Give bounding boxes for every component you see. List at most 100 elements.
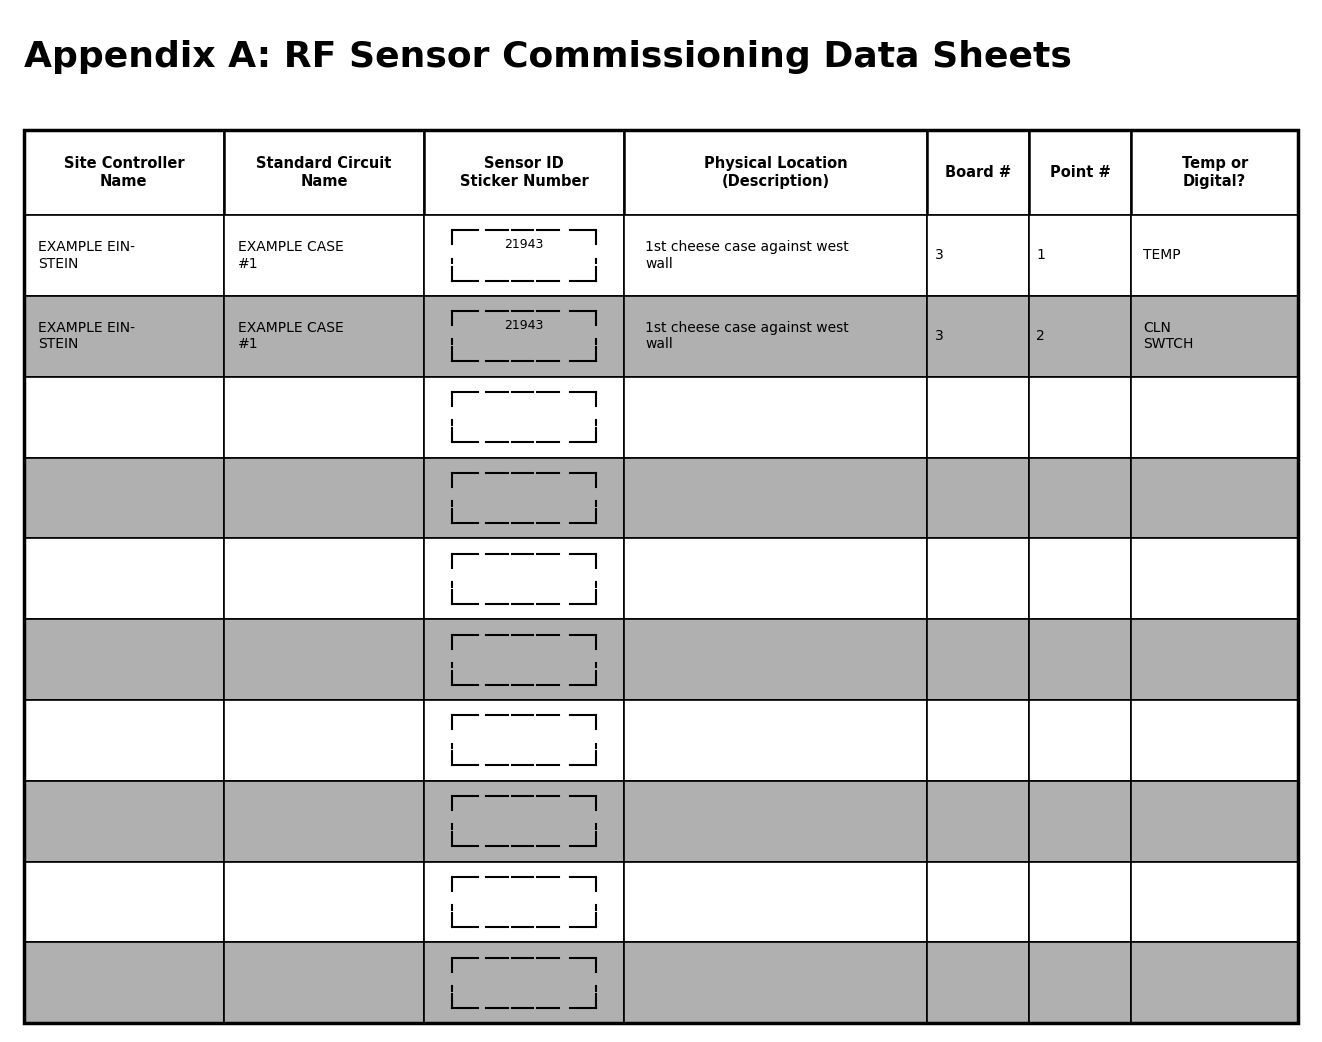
Bar bbox=[24, 377, 223, 457]
Bar bbox=[24, 539, 223, 619]
Bar bbox=[24, 780, 223, 862]
Bar bbox=[1030, 215, 1132, 296]
Text: Temp or
Digital?: Temp or Digital? bbox=[1182, 156, 1248, 189]
Text: Sensor ID
Sticker Number: Sensor ID Sticker Number bbox=[460, 156, 588, 189]
Bar bbox=[1030, 377, 1132, 457]
Bar bbox=[927, 619, 1030, 700]
Bar bbox=[1030, 619, 1132, 700]
Bar bbox=[223, 700, 424, 780]
Bar bbox=[424, 700, 624, 780]
Bar bbox=[223, 539, 424, 619]
Bar bbox=[624, 457, 927, 539]
Text: Appendix A: RF Sensor Commissioning Data Sheets: Appendix A: RF Sensor Commissioning Data… bbox=[24, 40, 1072, 74]
Text: Board #: Board # bbox=[945, 166, 1011, 180]
Bar bbox=[24, 130, 1298, 1023]
Bar bbox=[1132, 619, 1298, 700]
Text: 3: 3 bbox=[935, 248, 943, 263]
Bar bbox=[1030, 942, 1132, 1023]
Bar bbox=[624, 296, 927, 377]
Bar bbox=[1132, 942, 1298, 1023]
Bar bbox=[1030, 539, 1132, 619]
Text: EXAMPLE EIN-
STEIN: EXAMPLE EIN- STEIN bbox=[38, 241, 135, 271]
Bar bbox=[223, 377, 424, 457]
Bar bbox=[1132, 457, 1298, 539]
Text: EXAMPLE CASE
#1: EXAMPLE CASE #1 bbox=[238, 321, 344, 351]
Bar bbox=[424, 457, 624, 539]
Bar bbox=[927, 457, 1030, 539]
Bar bbox=[24, 457, 223, 539]
Bar bbox=[24, 700, 223, 780]
Bar bbox=[24, 215, 223, 296]
Bar bbox=[24, 619, 223, 700]
Bar bbox=[424, 296, 624, 377]
Bar bbox=[223, 942, 424, 1023]
Bar bbox=[927, 862, 1030, 942]
Bar bbox=[223, 457, 424, 539]
Bar bbox=[424, 942, 624, 1023]
Bar bbox=[424, 130, 624, 215]
Text: TEMP: TEMP bbox=[1144, 248, 1181, 263]
Bar bbox=[1030, 457, 1132, 539]
Text: 2: 2 bbox=[1036, 329, 1046, 343]
Bar bbox=[624, 862, 927, 942]
Bar bbox=[624, 700, 927, 780]
Text: EXAMPLE CASE
#1: EXAMPLE CASE #1 bbox=[238, 241, 344, 271]
Bar bbox=[1030, 296, 1132, 377]
Bar bbox=[223, 862, 424, 942]
Bar bbox=[1132, 862, 1298, 942]
Bar bbox=[24, 130, 223, 215]
Bar bbox=[223, 296, 424, 377]
Bar bbox=[1030, 130, 1132, 215]
Bar bbox=[223, 215, 424, 296]
Bar bbox=[927, 700, 1030, 780]
Bar bbox=[927, 539, 1030, 619]
Bar bbox=[424, 215, 624, 296]
Text: 1: 1 bbox=[1036, 248, 1046, 263]
Bar bbox=[624, 130, 927, 215]
Bar bbox=[927, 215, 1030, 296]
Bar bbox=[624, 215, 927, 296]
Bar bbox=[624, 942, 927, 1023]
Text: Point #: Point # bbox=[1050, 166, 1110, 180]
Bar bbox=[424, 619, 624, 700]
Text: Site Controller
Name: Site Controller Name bbox=[63, 156, 184, 189]
Bar bbox=[624, 377, 927, 457]
Bar bbox=[223, 780, 424, 862]
Bar bbox=[424, 862, 624, 942]
Bar bbox=[1132, 215, 1298, 296]
Bar bbox=[624, 539, 927, 619]
Text: 3: 3 bbox=[935, 329, 943, 343]
Text: 21943: 21943 bbox=[504, 238, 543, 251]
Text: Physical Location
(Description): Physical Location (Description) bbox=[703, 156, 847, 189]
Bar bbox=[927, 942, 1030, 1023]
Bar bbox=[1132, 296, 1298, 377]
Text: Standard Circuit
Name: Standard Circuit Name bbox=[256, 156, 391, 189]
Bar bbox=[24, 862, 223, 942]
Bar bbox=[24, 296, 223, 377]
Bar bbox=[1132, 539, 1298, 619]
Bar bbox=[624, 780, 927, 862]
Bar bbox=[1030, 780, 1132, 862]
Bar bbox=[624, 619, 927, 700]
Bar bbox=[424, 539, 624, 619]
Text: 1st cheese case against west
wall: 1st cheese case against west wall bbox=[645, 241, 849, 271]
Bar bbox=[927, 377, 1030, 457]
Bar bbox=[927, 130, 1030, 215]
Text: EXAMPLE EIN-
STEIN: EXAMPLE EIN- STEIN bbox=[38, 321, 135, 351]
Bar bbox=[223, 130, 424, 215]
Bar bbox=[1132, 130, 1298, 215]
Bar bbox=[927, 780, 1030, 862]
Bar bbox=[223, 619, 424, 700]
Bar bbox=[1132, 377, 1298, 457]
Bar bbox=[424, 377, 624, 457]
Text: CLN
SWTCH: CLN SWTCH bbox=[1144, 321, 1194, 351]
Text: 21943: 21943 bbox=[504, 319, 543, 331]
Bar bbox=[927, 296, 1030, 377]
Bar bbox=[24, 942, 223, 1023]
Bar bbox=[1030, 862, 1132, 942]
Bar bbox=[424, 780, 624, 862]
Bar bbox=[1132, 780, 1298, 862]
Text: 1st cheese case against west
wall: 1st cheese case against west wall bbox=[645, 321, 849, 351]
Bar bbox=[1132, 700, 1298, 780]
Bar bbox=[1030, 700, 1132, 780]
